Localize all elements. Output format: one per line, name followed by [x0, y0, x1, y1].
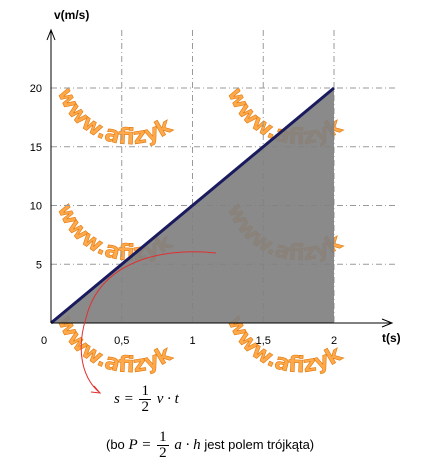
y-axis-label: v(m/s)	[54, 8, 89, 22]
formula-numerator: 1	[139, 383, 151, 400]
formula-denominator: 2	[141, 399, 149, 415]
triangle-area-note: (bo P = 1 2 a · h jest polem trójkąta)	[106, 430, 314, 461]
tick-labels: 0 0,5 1 1,5 2 5 10 15 20	[30, 83, 337, 347]
formula-lhs: s =	[114, 390, 134, 407]
x-axis-label: t(s)	[382, 331, 401, 345]
note-suffix: jest polem trójkąta)	[204, 436, 315, 452]
x-tick-label: 0	[41, 335, 47, 347]
y-axis-arrow	[46, 28, 56, 41]
x-tick-label: 1,5	[256, 335, 271, 347]
x-tick-label: 0,5	[114, 335, 129, 347]
note-denominator: 2	[159, 445, 167, 461]
annotation-arrow	[80, 251, 217, 394]
formula-rhs: v · t	[156, 390, 179, 407]
area-series	[50, 86, 335, 325]
note-numerator: 1	[157, 429, 169, 446]
x-tick-label: 2	[331, 335, 337, 347]
axes	[46, 28, 394, 328]
x-tick-label: 1	[189, 335, 195, 347]
note-rhs: a · h	[174, 436, 201, 453]
x-axis-arrow	[381, 318, 394, 328]
y-tick-label: 5	[36, 259, 42, 271]
y-tick-label: 15	[30, 142, 42, 154]
note-prefix: (bo	[106, 436, 125, 452]
watermark: www.afizyka.pl	[0, 0, 178, 150]
velocity-line	[50, 86, 335, 325]
y-tick-label: 10	[30, 201, 42, 213]
y-tick-label: 20	[30, 83, 42, 95]
distance-formula: s = 1 2 v · t	[114, 384, 179, 415]
formula-fraction: 1 2	[139, 384, 151, 415]
note-fraction: 1 2	[157, 430, 169, 461]
note-lhs: P =	[128, 436, 152, 453]
